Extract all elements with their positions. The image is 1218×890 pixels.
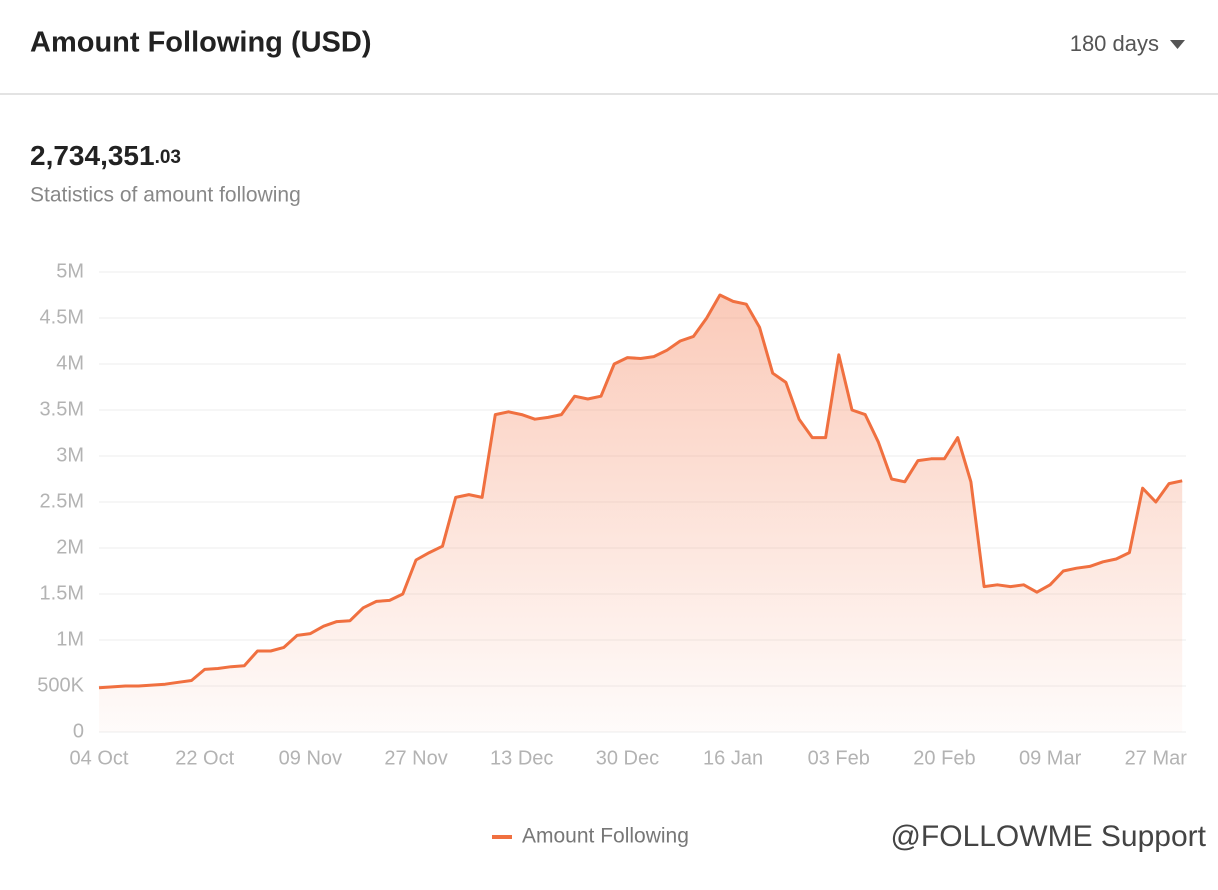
y-tick-label: 3M: [56, 444, 84, 466]
total-amount: 2,734,351.03: [30, 140, 181, 171]
period-dropdown[interactable]: 180 days: [1070, 31, 1159, 56]
summary-caption: Statistics of amount following: [30, 184, 301, 207]
legend-label: Amount Following: [522, 825, 689, 848]
y-tick-label: 500K: [37, 674, 84, 696]
x-tick-label: 27 Nov: [384, 747, 447, 769]
x-tick-label: 04 Oct: [70, 747, 129, 769]
y-tick-label: 4.5M: [40, 306, 84, 328]
series-line: [98, 293, 1183, 690]
x-tick-label: 22 Oct: [175, 747, 234, 769]
total-integer: 2,734,351: [30, 140, 155, 171]
y-tick-label: 2.5M: [40, 490, 84, 512]
header-title: Amount Following (USD): [30, 27, 372, 59]
x-tick-label: 03 Feb: [808, 747, 870, 769]
y-tick-label: 3.5M: [40, 398, 84, 420]
area-fill: [99, 295, 1183, 732]
y-tick-label: 1M: [56, 628, 84, 650]
x-tick-label: 09 Mar: [1019, 747, 1082, 769]
dropdown-arrow[interactable]: [1170, 40, 1185, 49]
total-decimals: .03: [155, 147, 181, 168]
x-tick-label: 09 Nov: [279, 747, 342, 769]
x-tick-label: 20 Feb: [913, 747, 975, 769]
x-tick-label: 16 Jan: [703, 747, 763, 769]
x-tick-label: 30 Dec: [596, 747, 659, 769]
y-tick-label: 5M: [56, 260, 84, 282]
x-tick-label: 27 Mar: [1125, 747, 1188, 769]
y-tick-label: 2M: [56, 536, 84, 558]
y-tick-label: 4M: [56, 352, 84, 374]
x-tick-label: 13 Dec: [490, 747, 553, 769]
y-tick-label: 1.5M: [40, 582, 84, 604]
y-tick-label: 0: [73, 720, 84, 742]
watermark: @FOLLOWME Support: [890, 820, 1206, 853]
